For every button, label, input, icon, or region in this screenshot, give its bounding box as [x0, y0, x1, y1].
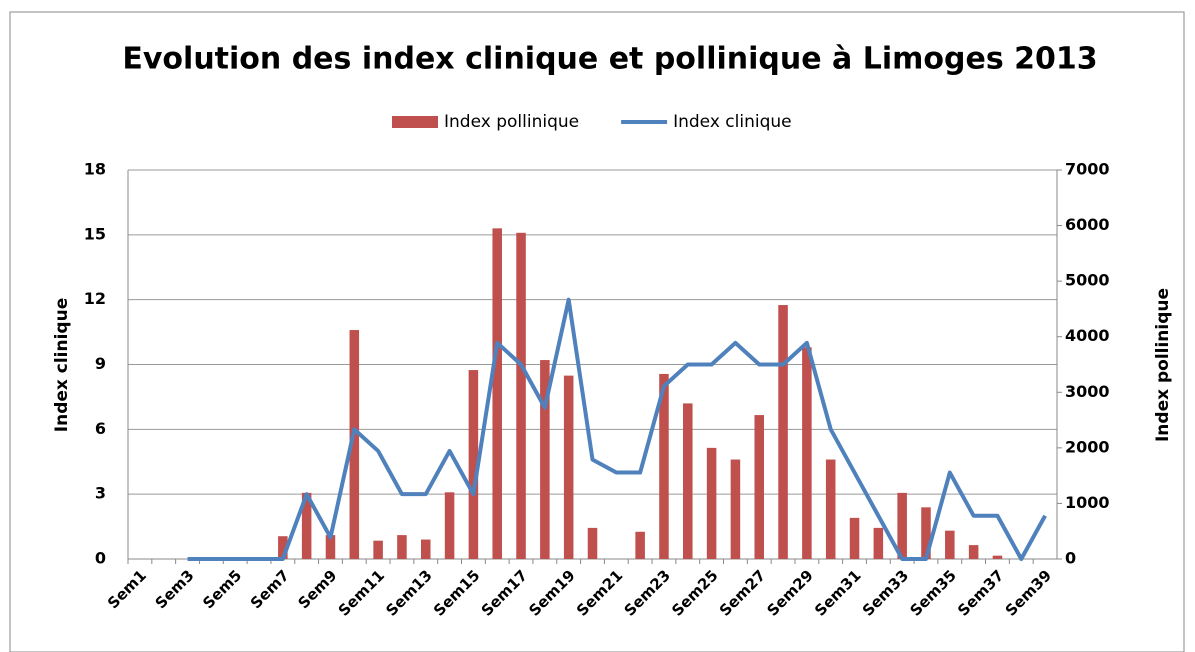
bar	[540, 360, 550, 559]
y-tick-label: 15	[84, 224, 106, 243]
bar	[730, 459, 741, 559]
bar	[325, 535, 336, 559]
line	[187, 297, 1047, 561]
bar	[587, 527, 598, 559]
bar	[397, 535, 407, 559]
y2-tick-label: 4000	[1065, 326, 1110, 345]
chart-title: Evolution des index clinique et polliniq…	[122, 42, 1097, 77]
y2-tick-label: 1000	[1065, 493, 1110, 512]
bar	[849, 517, 860, 559]
bar	[659, 373, 669, 559]
bar	[992, 555, 1003, 559]
bar	[825, 459, 836, 559]
bar	[945, 530, 955, 559]
bar	[468, 370, 479, 559]
y2-tick-label: 6000	[1065, 215, 1110, 234]
bar	[492, 228, 502, 559]
legend-label: Index clinique	[673, 112, 792, 132]
bar	[635, 531, 645, 559]
bar	[683, 403, 693, 559]
bar	[921, 507, 931, 559]
y-tick-label: 18	[84, 160, 106, 179]
y-axis-title: Index clinique	[52, 298, 72, 432]
y2-tick-label: 3000	[1065, 382, 1110, 401]
bar	[301, 492, 312, 559]
bar	[706, 447, 717, 559]
bar	[802, 347, 812, 559]
legend-label: Index pollinique	[444, 112, 579, 132]
y2-tick-label: 5000	[1065, 271, 1110, 290]
bar	[778, 305, 788, 559]
bar	[968, 545, 979, 559]
bar	[278, 536, 288, 559]
bar	[516, 232, 526, 559]
y-tick-label: 3	[95, 484, 106, 503]
y-tick-label: 6	[95, 419, 106, 438]
bar	[873, 527, 884, 559]
y-tick-label: 0	[95, 549, 106, 568]
y2-axis-title: Index pollinique	[1153, 288, 1173, 442]
bar	[563, 375, 574, 559]
y2-tick-label: 2000	[1065, 437, 1110, 456]
y2-tick-label: 0	[1065, 549, 1076, 568]
y-tick-label: 12	[84, 289, 106, 308]
bar	[420, 539, 431, 559]
bar	[754, 415, 765, 559]
legend-swatch	[392, 116, 438, 128]
y2-tick-label: 7000	[1065, 160, 1110, 179]
bar	[349, 330, 360, 559]
bar	[897, 492, 907, 559]
y-tick-label: 9	[95, 354, 106, 373]
bar	[444, 492, 455, 559]
bar	[373, 540, 383, 559]
